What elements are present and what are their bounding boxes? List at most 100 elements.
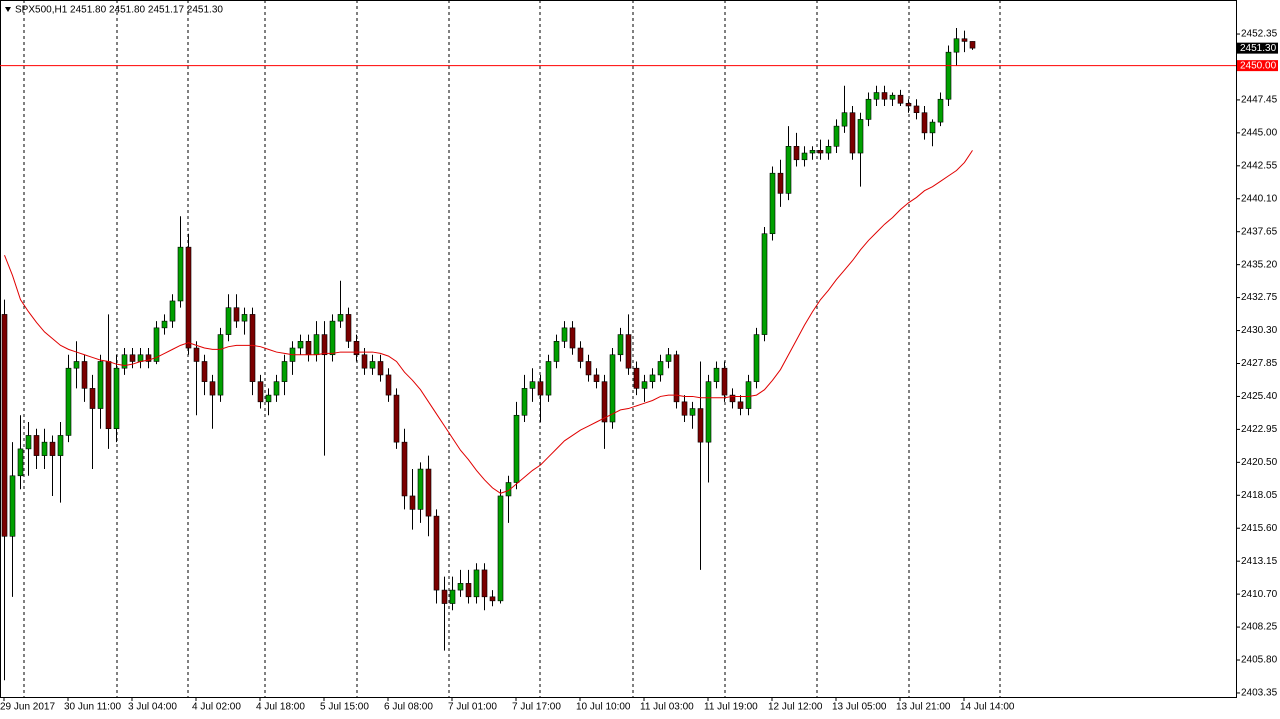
candle-body [137, 354, 144, 362]
candle-body [689, 408, 696, 416]
last-price-box [1237, 42, 1278, 54]
candle-body [657, 361, 664, 376]
candle-body [41, 441, 48, 456]
candle-body [873, 92, 880, 100]
x-tick-label: 14 Jul 14:00 [960, 702, 1015, 713]
candle-body [177, 246, 184, 302]
candle-body [473, 569, 480, 598]
candle-body [73, 361, 80, 369]
candle-body [881, 92, 888, 100]
candle-body [601, 381, 608, 423]
candle-body [521, 388, 528, 416]
candle-body [345, 314, 352, 342]
moving-average [4, 150, 973, 494]
y-tick-label: 2430.30 [1241, 325, 1278, 336]
candle-body [265, 394, 272, 403]
y-tick-label: 2420.50 [1241, 457, 1278, 468]
x-tick-label: 5 Jul 15:00 [320, 702, 369, 713]
candle-body [913, 105, 920, 113]
x-tick-label: 4 Jul 02:00 [192, 702, 241, 713]
candle-body [49, 441, 56, 456]
candle-body [961, 38, 968, 42]
candle-body [313, 334, 320, 356]
x-tick-label: 13 Jul 21:00 [896, 702, 951, 713]
candle-body [241, 314, 248, 322]
candle-body [769, 172, 776, 235]
candle-body [801, 152, 808, 161]
candle-body [153, 327, 160, 362]
candle-body [17, 448, 24, 477]
candle-body [57, 435, 64, 456]
candle-body [753, 334, 760, 382]
candle-body [337, 314, 344, 322]
candle-body [665, 354, 672, 362]
candle-body [329, 320, 336, 356]
candle-body [25, 435, 32, 450]
candle-body [809, 150, 816, 154]
x-tick-label: 13 Jul 05:00 [832, 702, 887, 713]
y-tick-label: 2425.40 [1241, 391, 1278, 402]
candle-body [297, 341, 304, 349]
candle-body [761, 233, 768, 335]
candle-body [905, 102, 912, 107]
candle-body [393, 394, 400, 443]
candle-body [785, 146, 792, 194]
y-tick-label: 2435.20 [1241, 259, 1278, 270]
candle-body [161, 320, 168, 329]
candle-body [33, 435, 40, 456]
candle-body [361, 354, 368, 369]
candle-body [65, 367, 72, 436]
candle-body [833, 125, 840, 147]
y-tick-label: 2408.25 [1241, 622, 1278, 633]
x-tick-label: 7 Jul 17:00 [512, 702, 561, 713]
candle-body [377, 361, 384, 376]
y-tick-label: 2418.05 [1241, 490, 1278, 501]
candle-body [145, 354, 152, 362]
candle-body [721, 367, 728, 396]
candle-body [673, 354, 680, 403]
candle-body [857, 119, 864, 154]
candle-body [505, 482, 512, 497]
candle-body [193, 347, 200, 362]
candle-body [737, 401, 744, 409]
candle-body [937, 98, 944, 123]
y-tick-label: 2403.35 [1241, 688, 1278, 699]
x-tick-label: 6 Jul 08:00 [384, 702, 433, 713]
candle-body [625, 334, 632, 369]
y-tick-label: 2427.85 [1241, 358, 1278, 369]
y-tick-label: 2452.35 [1241, 29, 1278, 40]
candle-body [713, 367, 720, 382]
candle-body [529, 381, 536, 389]
candle-body [305, 341, 312, 356]
candle-body [201, 361, 208, 382]
candle-body [609, 354, 616, 423]
y-tick-label: 2432.75 [1241, 292, 1278, 303]
candle-body [825, 146, 832, 154]
candle-body [129, 354, 136, 362]
candle-body [9, 475, 16, 537]
candle-body [409, 495, 416, 510]
candle-body [929, 121, 936, 134]
candle-body [257, 381, 264, 403]
y-tick-label: 2437.65 [1241, 226, 1278, 237]
candle-body [233, 307, 240, 322]
y-tick-label: 2422.95 [1241, 424, 1278, 435]
candle-body [745, 381, 752, 409]
candle-body [113, 367, 120, 430]
y-tick-label: 2440.10 [1241, 193, 1278, 204]
y-tick-label: 2447.45 [1241, 95, 1278, 106]
candle-body [97, 361, 104, 409]
candle-body [553, 341, 560, 362]
candle-body [481, 569, 488, 598]
candle-body [81, 361, 88, 389]
x-tick-label: 7 Jul 01:00 [448, 702, 497, 713]
candle-body [249, 314, 256, 382]
candle-body [849, 112, 856, 154]
candle-body [889, 94, 896, 100]
candle-body [209, 381, 216, 396]
candle-body [617, 334, 624, 356]
x-tick-label: 3 Jul 04:00 [128, 702, 177, 713]
y-tick-label: 2442.55 [1241, 160, 1278, 171]
x-tick-label: 12 Jul 12:00 [768, 702, 823, 713]
